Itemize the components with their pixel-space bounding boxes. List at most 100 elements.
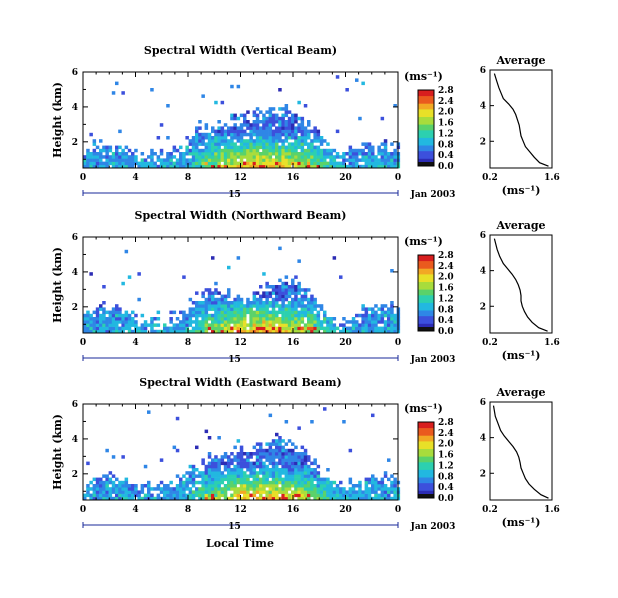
colorbar-tick-label: 1.2 [438, 129, 454, 139]
colorbar-swatch [418, 129, 434, 133]
profile-y-tick-label: 4 [480, 434, 486, 444]
colorbar-swatch [418, 467, 434, 470]
y-tick-label: 4 [72, 435, 78, 445]
colorbar-swatch [418, 435, 434, 438]
profile-frame [489, 401, 553, 501]
day-timeline: 15 Jan 2003 [82, 190, 456, 200]
colorbar-swatch [418, 99, 434, 102]
profile-x-label: (ms⁻¹) [502, 349, 541, 362]
colorbar-swatch [418, 262, 434, 265]
colorbar-swatch [418, 471, 434, 474]
x-tick-label: 12 [234, 338, 247, 348]
colorbar-swatch [418, 446, 434, 449]
colorbar-swatch [418, 268, 434, 271]
profile-line [492, 405, 549, 499]
colorbar-swatch [418, 423, 434, 427]
colorbar-swatch [418, 488, 434, 491]
colorbar-swatch [418, 281, 434, 284]
x-tick-label: 4 [132, 338, 138, 348]
colorbar-swatch [418, 139, 434, 142]
colorbar-swatch [418, 275, 434, 279]
colorbar-tick-label: 2.4 [438, 262, 454, 272]
colorbar-swatch [418, 442, 434, 446]
panel-2: Spectral Width (Northward Beam)0 4 8 12 16 20… [51, 209, 560, 365]
colorbar-swatch [418, 287, 434, 290]
colorbar-tick-label: 2.8 [438, 86, 454, 96]
x-tick-label: 8 [185, 173, 191, 183]
colorbar-swatch [418, 116, 434, 119]
colorbar-swatch [418, 319, 434, 322]
colorbar-swatch [418, 422, 434, 425]
x-tick-label: 0 [395, 338, 401, 348]
profile-x-tick-label: 0.2 [482, 505, 498, 515]
colorbar-swatch [418, 492, 434, 495]
colorbar-swatch [418, 327, 434, 331]
profile-x-tick-label: 0.2 [482, 173, 498, 183]
colorbar-swatch [418, 291, 434, 294]
colorbar-swatch [418, 255, 434, 258]
profile-title: Average [495, 386, 545, 399]
colorbar-swatch [418, 141, 434, 144]
profile-y-tick-label: 6 [480, 231, 486, 241]
colorbar-swatch [418, 91, 434, 95]
y-tick-label: 2 [72, 138, 78, 148]
colorbar-swatch [418, 425, 434, 429]
colorbar-swatch [418, 302, 434, 305]
colorbar-swatch [418, 317, 434, 320]
y-tick-labels: 2 4 6 [72, 400, 398, 492]
profile-frame [489, 69, 553, 169]
colorbar-swatch [418, 277, 434, 281]
x-tick-label: 16 [287, 173, 300, 183]
x-tick-label: 4 [132, 173, 138, 183]
day-timeline: 15 Jan 2003 [82, 355, 455, 365]
profile-y-tick-label: 6 [480, 398, 486, 408]
colorbar-swatch [418, 156, 434, 159]
colorbar-swatch [418, 95, 434, 98]
colorbar-tick-label: 1.2 [438, 461, 454, 471]
colorbar-swatch [418, 454, 434, 457]
colorbar-tick-label: 1.2 [438, 294, 454, 304]
colorbar-swatch [418, 293, 434, 296]
colorbar-swatch [418, 160, 434, 163]
colorbar-swatch [418, 110, 434, 114]
heatmap-cells [83, 407, 401, 501]
y-tick-label: 6 [72, 400, 78, 410]
x-tick-label: 20 [339, 173, 352, 183]
colorbar-swatch [418, 103, 434, 106]
colorbar-swatch [418, 458, 434, 461]
date-label: Jan 2003 [410, 190, 456, 200]
colorbar-tick-label: 0.4 [438, 316, 454, 326]
colorbar: (ms⁻¹) 0.00.40.81.21.62.02.42.8 [404, 70, 454, 172]
colorbar-swatch [418, 112, 434, 116]
colorbar-swatch [418, 461, 434, 465]
colorbar-swatch [418, 272, 434, 275]
profile-x-label: (ms⁻¹) [502, 516, 541, 529]
colorbar-tick-label: 1.6 [438, 119, 454, 129]
profile-y-tick-label: 2 [480, 469, 486, 479]
x-tick-labels: 0 4 8 12 16 20 0 [80, 404, 401, 515]
colorbar-swatch [418, 274, 434, 277]
colorbar-tick-label: 0.8 [438, 472, 454, 482]
colorbar-swatch [418, 494, 434, 498]
panel-title: Spectral Width (Eastward Beam) [139, 376, 341, 389]
colorbar-frame [417, 421, 435, 499]
colorbar-tick-label: 2.0 [438, 440, 454, 450]
colorbar: (ms⁻¹) 0.00.40.81.21.62.02.42.8 [404, 235, 454, 337]
colorbar-tick-label: 2.8 [438, 251, 454, 261]
colorbar-swatch [418, 310, 434, 313]
profile-y-tick-label: 6 [480, 66, 486, 76]
colorbar-swatch [418, 154, 434, 157]
y-tick-label: 4 [72, 268, 78, 278]
colorbar-swatch [418, 433, 434, 436]
colorbar-tick-label: 2.4 [438, 429, 454, 439]
colorbar-tick-label: 0.8 [438, 140, 454, 150]
colorbar-frame [417, 89, 435, 167]
y-axis-label: Height (km) [51, 414, 64, 490]
colorbar-swatch [418, 308, 434, 311]
day-label: 15 [228, 190, 241, 200]
colorbar-swatch [418, 133, 434, 136]
x-tick-labels: 0 4 8 12 16 20 0 [80, 237, 401, 348]
colorbar-swatch [418, 325, 434, 328]
colorbar-swatch [418, 304, 434, 307]
